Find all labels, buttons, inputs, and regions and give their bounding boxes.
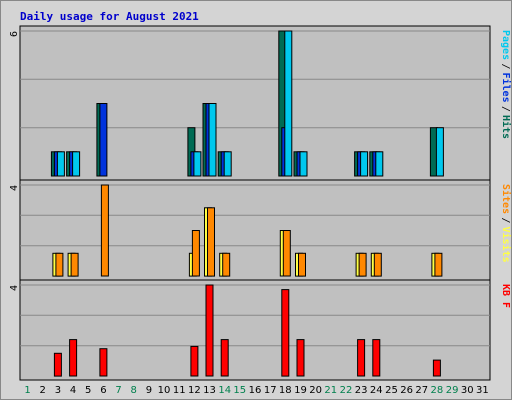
x-tick-label: 29 <box>446 385 459 396</box>
bar-sites-day-13 <box>207 207 215 277</box>
bar-pages-day-23 <box>360 151 369 177</box>
bar-sites-day-3 <box>55 252 64 277</box>
bar-files-day-6 <box>99 103 108 177</box>
bar-pages-day-4 <box>72 151 81 177</box>
x-tick-label: 28 <box>431 385 444 396</box>
x-tick-label: 19 <box>294 385 307 396</box>
x-tick-label: 23 <box>355 385 368 396</box>
x-tick-label: 31 <box>476 385 489 396</box>
x-tick-label: 13 <box>203 385 216 396</box>
bar-kb-f-day-13 <box>205 284 214 377</box>
bar-sites-day-28 <box>434 252 443 277</box>
x-tick-label: 24 <box>370 385 383 396</box>
bar-kb-f-day-3 <box>53 352 62 377</box>
x-tick-label: 3 <box>55 385 61 396</box>
legend-hits: Hits <box>500 115 512 139</box>
bar-pages-day-3 <box>56 151 65 177</box>
x-tick-label: 5 <box>85 385 91 396</box>
legend-separator: / <box>500 106 511 112</box>
chart-title: Daily usage for August 2021 <box>20 10 199 23</box>
x-tick-label: 21 <box>324 385 337 396</box>
bar-kb-f-day-18 <box>281 289 290 377</box>
bar-pages-day-14 <box>223 151 232 177</box>
x-tick-label: 18 <box>279 385 292 396</box>
x-tick-label: 20 <box>309 385 322 396</box>
y-max-label: 4 <box>9 285 20 291</box>
x-tick-label: 25 <box>385 385 398 396</box>
bar-sites-day-18 <box>282 230 291 277</box>
x-tick-label: 6 <box>100 385 106 396</box>
plot-area-hits-files-pages <box>19 25 491 181</box>
x-tick-label: 12 <box>188 385 201 396</box>
legend-visits: Visits <box>500 227 512 263</box>
x-tick-label: 10 <box>158 385 171 396</box>
plot-area-kbytes <box>19 279 491 381</box>
x-tick-label: 27 <box>415 385 428 396</box>
bar-kb-f-day-12 <box>190 345 199 377</box>
x-tick-label: 2 <box>40 385 46 396</box>
x-tick-label: 17 <box>264 385 277 396</box>
bar-pages-day-24 <box>375 151 384 177</box>
x-tick-label: 7 <box>115 385 121 396</box>
legend-separator: / <box>500 218 511 224</box>
x-tick-label: 9 <box>146 385 152 396</box>
plot-area-visits-sites <box>19 179 491 281</box>
x-tick-label: 14 <box>218 385 231 396</box>
y-max-label: 6 <box>9 31 20 37</box>
x-tick-label: 1 <box>24 385 30 396</box>
legend-pages: Pages <box>500 30 511 60</box>
x-tick-label: 8 <box>131 385 137 396</box>
x-tick-label: 16 <box>249 385 262 396</box>
legend-sites: Sites <box>500 184 512 214</box>
bar-pages-day-13 <box>208 103 217 177</box>
legend-separator: / <box>500 64 511 70</box>
bar-kb-f-day-19 <box>296 339 305 377</box>
x-tick-label: 22 <box>340 385 353 396</box>
x-tick-label: 15 <box>233 385 246 396</box>
bar-kb-f-day-14 <box>220 339 229 377</box>
bar-sites-day-23 <box>358 252 367 277</box>
bar-sites-day-19 <box>298 252 306 277</box>
bar-pages-day-28 <box>435 127 444 177</box>
x-tick-label: 26 <box>400 385 413 396</box>
x-tick-label: 4 <box>70 385 76 396</box>
bar-kb-f-day-6 <box>99 348 108 377</box>
bar-pages-day-18 <box>284 30 293 177</box>
bar-pages-day-12 <box>193 151 202 177</box>
bar-sites-day-6 <box>100 184 109 277</box>
legend-kb-f: KB F <box>500 284 511 308</box>
y-max-label: 4 <box>9 185 20 191</box>
x-tick-label: 30 <box>461 385 474 396</box>
x-tick-label: 11 <box>173 385 186 396</box>
bar-sites-day-4 <box>70 252 79 277</box>
bar-kb-f-day-24 <box>372 339 381 377</box>
bar-sites-day-14 <box>222 252 231 277</box>
bar-kb-f-day-4 <box>69 339 78 377</box>
legend-files: Files <box>500 73 512 103</box>
bar-pages-day-19 <box>299 151 308 177</box>
bar-kb-f-day-23 <box>357 339 366 377</box>
bar-sites-day-24 <box>373 252 382 277</box>
bar-sites-day-12 <box>191 230 200 277</box>
bar-kb-f-day-28 <box>432 359 441 377</box>
